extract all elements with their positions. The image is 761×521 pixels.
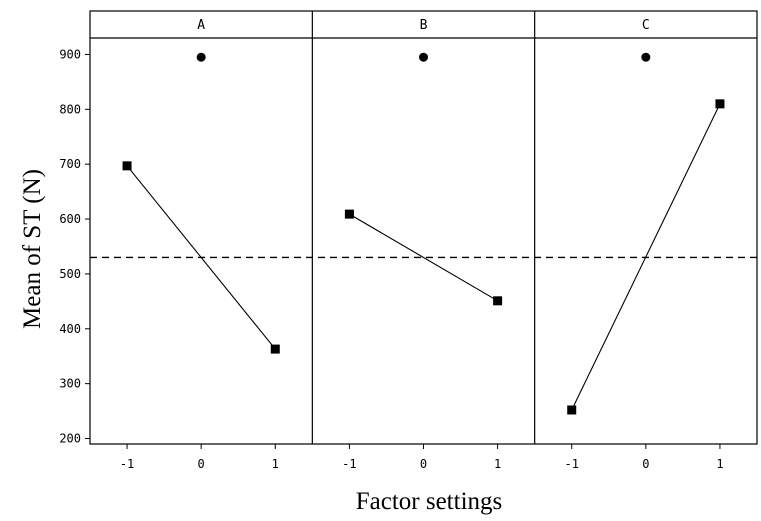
panel-title-a: A: [197, 18, 205, 33]
x-tick-label: 0: [198, 457, 205, 471]
center-point: [641, 52, 651, 62]
frame-layer: 200 300 400 500 600 700 800 900 A -1 0 1 B -1 0 1 C -1 0 1: [59, 10, 758, 471]
x-tick-label: -1: [564, 457, 578, 471]
data-point-square: [567, 405, 577, 415]
y-tick-label: 400: [59, 322, 81, 336]
label-layer: Mean of ST (N) Factor settings: [19, 169, 502, 515]
plot-frame: [89, 10, 758, 445]
x-tick-label: 1: [272, 457, 279, 471]
y-tick-label: 700: [59, 157, 81, 171]
y-tick-label: 200: [59, 432, 81, 446]
series-line-b: [349, 213, 498, 302]
x-tick-label: -1: [120, 457, 134, 471]
data-point-square: [122, 161, 132, 171]
y-axis-title: Mean of ST (N): [19, 169, 46, 329]
series-line-c: [571, 103, 721, 411]
series-line-a: [126, 165, 276, 350]
y-tick-label: 800: [59, 102, 81, 116]
data-point-square: [270, 344, 280, 354]
x-tick-label: 1: [716, 457, 723, 471]
data-layer: [122, 52, 725, 415]
y-tick-label: 900: [59, 47, 81, 61]
center-point: [196, 52, 206, 62]
x-tick-label: 0: [642, 457, 649, 471]
y-tick-label: 600: [59, 212, 81, 226]
x-axis-title: Factor settings: [356, 488, 503, 515]
data-point-square: [493, 296, 503, 306]
x-tick-label: 1: [494, 457, 501, 471]
center-point: [419, 52, 428, 62]
panel-title-c: C: [642, 18, 650, 33]
x-tick-label: 0: [420, 457, 427, 471]
y-tick-label: 300: [59, 377, 81, 391]
data-point-square: [344, 209, 354, 219]
data-point-square: [715, 99, 725, 109]
x-tick-label: -1: [342, 457, 356, 471]
panel-title-b: B: [420, 18, 428, 33]
y-tick-label: 500: [59, 267, 81, 281]
